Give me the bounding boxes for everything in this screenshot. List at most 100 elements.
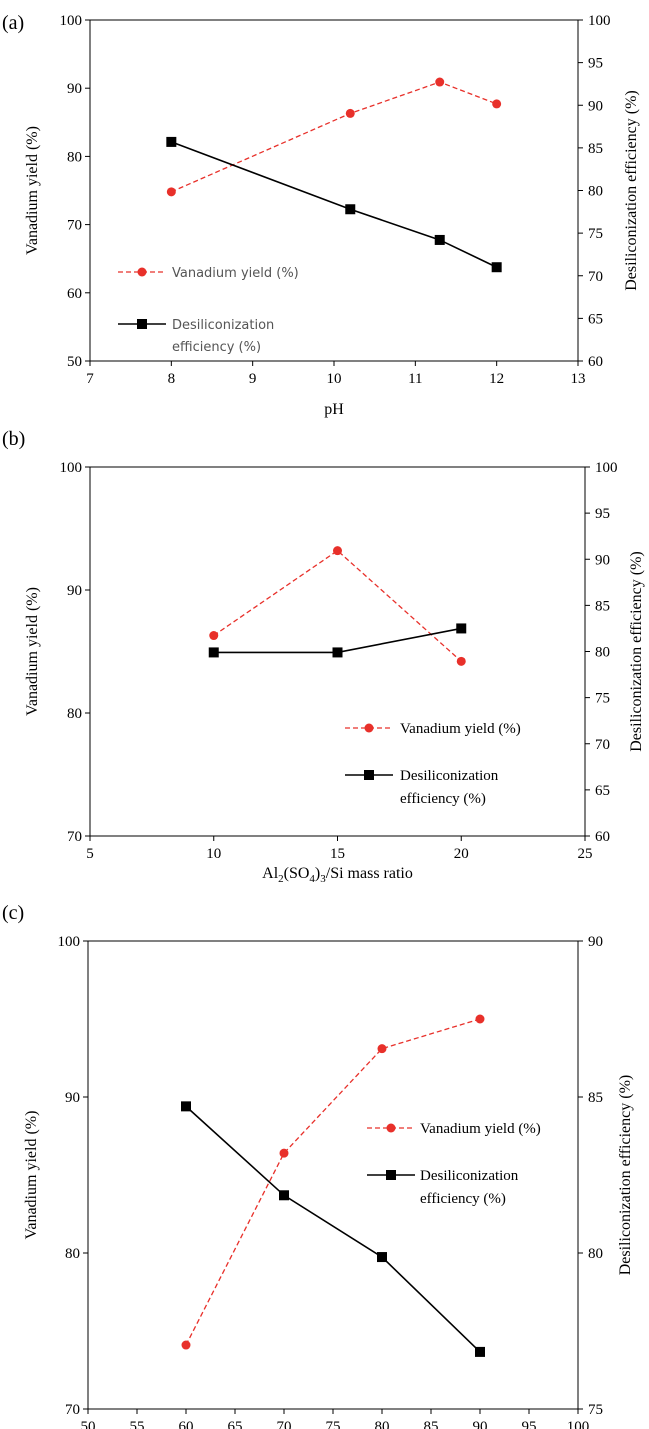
data-point-desiliconization xyxy=(345,204,356,215)
x-axis-label-subscript: 4 xyxy=(309,873,315,885)
series-line-vanadium-yield xyxy=(171,81,497,193)
y2-tick-label: 65 xyxy=(595,783,610,799)
data-point-vanadium-yield xyxy=(492,99,502,109)
y-tick-label: 70 xyxy=(67,218,82,234)
x-tick-label: 100 xyxy=(567,1419,590,1429)
data-point-vanadium-yield xyxy=(279,1148,289,1158)
panel-label: (a) xyxy=(2,12,24,34)
data-point-vanadium-yield xyxy=(456,656,466,666)
y2-tick-label: 85 xyxy=(588,1090,603,1106)
data-point-vanadium-yield xyxy=(435,77,445,87)
x-tick-label: 25 xyxy=(578,846,593,862)
y-tick-label: 50 xyxy=(67,354,82,370)
y-axis-label: Vanadium yield (%) xyxy=(23,1111,40,1240)
y2-tick-label: 90 xyxy=(588,98,603,114)
x-tick-label: 75 xyxy=(326,1419,341,1429)
y2-tick-label: 95 xyxy=(588,56,603,72)
x-tick-label: 80 xyxy=(375,1419,390,1429)
legend-marker-desiliconization xyxy=(137,319,147,329)
x-tick-label: 60 xyxy=(179,1419,194,1429)
legend-label-desiliconization-line2: efficiency (%) xyxy=(420,1191,506,1207)
legend-marker-desiliconization xyxy=(386,1170,396,1180)
legend-label-desiliconization-line2: efficiency (%) xyxy=(400,791,486,807)
y-tick-label: 100 xyxy=(60,460,83,476)
y-tick-label: 70 xyxy=(65,1402,80,1418)
y2-tick-label: 95 xyxy=(595,506,610,522)
y2-tick-label: 85 xyxy=(595,598,610,614)
data-point-vanadium-yield xyxy=(181,1340,191,1350)
x-axis-label: Al2(SO4)3/Si mass ratio xyxy=(262,865,413,885)
y-tick-label: 100 xyxy=(60,13,83,29)
y2-tick-label: 70 xyxy=(595,737,610,753)
legend-label-desiliconization-line1: Desiliconization xyxy=(400,768,499,784)
x-tick-label: 85 xyxy=(424,1419,439,1429)
x-axis-label-part: /Si mass ratio xyxy=(326,865,413,882)
x-tick-label: 15 xyxy=(330,846,345,862)
chart-panel-a: (a) 7 8 9 10 11 12 13 50 60 70 80 90 100 60 65 70 75 80 85 9… xyxy=(2,12,640,418)
data-point-vanadium-yield xyxy=(209,631,219,641)
y2-tick-label: 60 xyxy=(588,354,603,370)
y2-tick-label: 100 xyxy=(595,460,618,476)
x-axis-label: pH xyxy=(324,401,344,418)
x-tick-label: 8 xyxy=(168,371,176,387)
y-tick-label: 70 xyxy=(67,829,82,845)
x-tick-label: 50 xyxy=(81,1419,96,1429)
y2-tick-label: 90 xyxy=(588,934,603,950)
x-axis-label-part: (SO xyxy=(284,865,310,882)
legend-label-vanadium-yield: Vanadium yield (%) xyxy=(400,721,521,737)
x-axis-label-subscript: 2 xyxy=(278,873,284,885)
y2-tick-label: 75 xyxy=(588,226,603,242)
y2-axis-label: Desiliconization efficiency (%) xyxy=(628,551,645,752)
y2-tick-label: 80 xyxy=(588,1246,603,1262)
x-axis-label-part: ) xyxy=(315,865,320,882)
legend-marker-vanadium-yield xyxy=(137,267,147,277)
legend-label-desiliconization-line2: efficiency (%) xyxy=(172,340,261,355)
data-point-vanadium-yield xyxy=(345,108,355,118)
x-tick-label: 20 xyxy=(454,846,469,862)
x-tick-label: 11 xyxy=(408,371,422,387)
series-line-vanadium-yield xyxy=(185,1018,481,1346)
data-point-desiliconization xyxy=(434,234,445,245)
legend-marker-vanadium-yield xyxy=(386,1123,396,1133)
chart-panel-c: (c)50 55 60 65 70 75 80 85 90 95 10070809010075808… xyxy=(2,902,634,1429)
legend-label-vanadium-yield: Vanadium yield (%) xyxy=(172,266,299,281)
chart-panel-b: (b) 5 10 15 20 25 70 80 90 100 60 65 70 75 80 85 90 95 100… xyxy=(2,428,645,885)
y2-tick-label: 75 xyxy=(588,1402,603,1418)
y2-tick-label: 90 xyxy=(595,552,610,568)
x-tick-label: 7 xyxy=(86,371,94,387)
data-point-vanadium-yield xyxy=(377,1044,387,1054)
data-point-desiliconization xyxy=(181,1101,191,1112)
y2-axis-label: Desiliconization efficiency (%) xyxy=(617,1075,634,1276)
data-point-desiliconization xyxy=(475,1346,485,1357)
x-tick-label: 65 xyxy=(228,1419,243,1429)
data-point-desiliconization xyxy=(377,1252,387,1263)
x-tick-label: 12 xyxy=(489,371,504,387)
y-axis-label: Vanadium yield (%) xyxy=(24,126,41,255)
legend-label-desiliconization-line1: Desiliconization xyxy=(420,1168,519,1184)
y2-tick-label: 70 xyxy=(588,269,603,285)
y-axis-label: Vanadium yield (%) xyxy=(24,587,41,716)
series-line-vanadium-yield xyxy=(213,549,462,662)
y-tick-label: 80 xyxy=(67,706,82,722)
series-line-desiliconization xyxy=(171,141,498,268)
y2-tick-label: 60 xyxy=(595,829,610,845)
data-point-vanadium-yield xyxy=(333,546,342,556)
y2-tick-label: 65 xyxy=(588,311,603,327)
y2-tick-label: 85 xyxy=(588,141,603,157)
legend-marker-vanadium-yield xyxy=(364,723,374,733)
y2-tick-label: 100 xyxy=(588,13,611,29)
data-point-desiliconization xyxy=(279,1190,289,1201)
y-tick-label: 80 xyxy=(67,149,82,165)
x-tick-label: 13 xyxy=(571,371,586,387)
legend-label-vanadium-yield: Vanadium yield (%) xyxy=(420,1121,541,1137)
panel-label: (b) xyxy=(2,428,25,450)
x-tick-label: 5 xyxy=(86,846,94,862)
y-tick-label: 90 xyxy=(67,81,82,97)
x-tick-label: 10 xyxy=(206,846,221,862)
x-tick-label: 70 xyxy=(277,1419,292,1429)
y2-tick-label: 75 xyxy=(595,691,610,707)
y-tick-label: 90 xyxy=(67,583,82,599)
y-tick-label: 90 xyxy=(65,1090,80,1106)
x-axis-label-subscript: 3 xyxy=(320,873,326,885)
data-point-desiliconization xyxy=(332,647,343,658)
